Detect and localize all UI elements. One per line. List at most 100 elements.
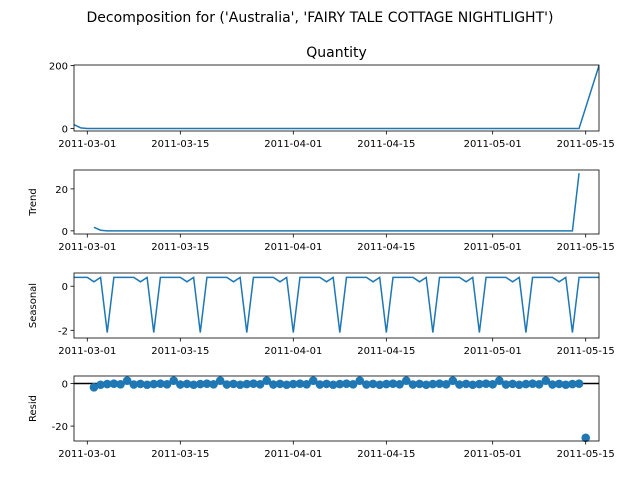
resid-point (209, 380, 218, 389)
x-tick-label: 2011-04-01 (264, 139, 322, 150)
resid-point (162, 380, 172, 389)
x-tick-label: 2011-05-15 (557, 346, 615, 357)
resid-point (514, 380, 524, 390)
resid-point (222, 380, 232, 389)
y-tick-label: 20 (55, 185, 68, 196)
resid-point (202, 379, 212, 388)
resid-point (136, 379, 145, 389)
resid-point (308, 376, 318, 385)
resid-point (395, 380, 404, 389)
panel-trend: 0 20 2011-03-01 2011-03-15 2011-04-01 2011-04… (28, 169, 615, 253)
x-tick-label: 2011-03-15 (151, 449, 209, 460)
resid-point (348, 380, 358, 389)
resid-point (408, 380, 418, 389)
resid-point (441, 380, 451, 389)
resid-point (568, 379, 577, 389)
resid-point (541, 376, 551, 385)
figure-suptitle: Decomposition for ('Australia', 'FAIRY T… (87, 10, 554, 26)
axes-frame (73, 375, 600, 442)
resid-point (468, 380, 478, 390)
resid-point (521, 379, 531, 389)
resid-point (415, 379, 424, 389)
resid-point (455, 380, 464, 389)
y-tick-label: 0 (62, 379, 68, 390)
x-tick-label: 2011-04-15 (357, 346, 415, 357)
resid-point (315, 380, 325, 389)
y-tick-label: -20 (52, 422, 68, 433)
x-tick-label: 2011-05-01 (464, 449, 522, 460)
resid-point (448, 376, 458, 385)
resid-point (548, 380, 557, 389)
resid-point (302, 380, 311, 389)
resid-point (328, 380, 338, 390)
x-tick-label: 2011-03-01 (58, 346, 116, 357)
x-tick-label: 2011-03-01 (58, 242, 116, 253)
resid-point (116, 380, 125, 389)
series-line-seasonal (74, 276, 599, 333)
resid-point (435, 379, 444, 388)
y-tick-label: 200 (49, 62, 68, 73)
y-axis-label-seasonal: Seasonal (28, 283, 39, 328)
series-line-trend (93, 173, 580, 232)
resid-point (342, 379, 351, 388)
y-tick-label: -2 (58, 326, 68, 337)
x-tick-label: 2011-04-15 (357, 139, 415, 150)
y-axis-label-trend: Trend (28, 188, 39, 216)
resid-point (401, 376, 411, 385)
resid-point (382, 379, 391, 389)
resid-point (195, 379, 205, 389)
x-tick-label: 2011-05-01 (464, 346, 522, 357)
resid-point (475, 379, 484, 389)
resid-point (528, 379, 537, 388)
resid-point (102, 379, 112, 389)
x-tick-label: 2011-04-01 (264, 449, 322, 460)
x-tick-label: 2011-03-15 (151, 346, 209, 357)
panel-resid: 0 -20 2011-03-01 2011-03-15 2011-04-01 2011-0… (28, 375, 615, 460)
resid-point (481, 379, 491, 388)
series-line-observed (74, 65, 599, 130)
x-tick-label: 2011-03-15 (151, 242, 209, 253)
resid-point (368, 379, 378, 389)
y-tick-label: 0 (62, 227, 68, 238)
resid-point (189, 380, 198, 390)
resid-point (262, 376, 272, 385)
resid-point (421, 380, 431, 390)
resid-point (255, 380, 265, 389)
resid-point (554, 379, 564, 389)
axes-frame (73, 64, 600, 132)
resid-point (501, 380, 511, 389)
x-tick-label: 2011-05-15 (557, 242, 615, 253)
resid-point (289, 379, 298, 389)
resid-point (561, 380, 571, 390)
resid-point (89, 383, 99, 392)
resid-point (362, 380, 371, 389)
resid-point (375, 380, 385, 390)
resid-point (229, 379, 238, 389)
resid-point (488, 380, 497, 389)
resid-point (176, 380, 185, 389)
resid-point (508, 379, 517, 389)
resid-point (142, 380, 152, 390)
resid-point (129, 380, 139, 389)
resid-point (169, 376, 178, 385)
resid-point (355, 376, 365, 385)
x-tick-label: 2011-04-01 (264, 346, 322, 357)
resid-point (242, 379, 252, 389)
x-tick-label: 2011-05-15 (557, 449, 615, 460)
x-tick-label: 2011-05-01 (464, 242, 522, 253)
resid-point (275, 379, 285, 389)
x-tick-label: 2011-04-15 (357, 449, 415, 460)
resid-point (182, 379, 192, 389)
axes-frame (73, 169, 600, 235)
resid-point (495, 376, 504, 385)
resid-point (282, 380, 291, 390)
panel-seasonal: 0 -2 2011-03-01 2011-03-15 2011-04-01 2011-04… (28, 272, 615, 357)
resid-point (428, 379, 438, 389)
y-tick-label: 0 (62, 124, 68, 135)
x-tick-label: 2011-04-15 (357, 242, 415, 253)
resid-point (235, 380, 245, 390)
x-tick-label: 2011-05-15 (557, 139, 615, 150)
resid-point (156, 379, 165, 388)
